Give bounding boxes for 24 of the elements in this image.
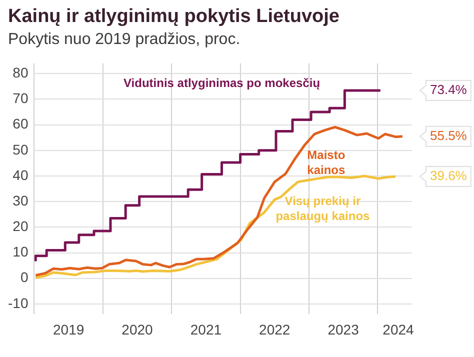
y-tick-label: 40 xyxy=(12,166,28,183)
y-tick-label: 70 xyxy=(12,90,28,106)
text: 39.6% xyxy=(430,168,468,184)
text: 55.5% xyxy=(430,128,468,143)
x-tick-label: 2024 xyxy=(382,321,414,338)
series-label: Visų prekių ir paslaugų kainos xyxy=(276,194,370,223)
y-tick-label: 50 xyxy=(12,141,28,158)
series-label: Vidutinis atlyginimas po mokesčių xyxy=(124,76,320,90)
y-tick-label: 30 xyxy=(12,192,28,208)
y-tick-label: -10 xyxy=(8,294,28,311)
chart-title: Kainų ir atlyginimų pokytis Lietuvoje xyxy=(8,6,340,28)
y-tick-label: 20 xyxy=(12,218,28,234)
y-tick-label: 80 xyxy=(12,64,28,80)
text: 73.4% xyxy=(430,82,468,98)
chart-subtitle: Pokytis nuo 2019 pradžios, proc. xyxy=(8,31,242,49)
x-tick-label: 2022 xyxy=(259,321,290,338)
x-tick-label: 2021 xyxy=(190,321,222,338)
y-tick-label: 60 xyxy=(12,116,28,132)
x-tick-label: 2020 xyxy=(122,321,154,338)
x-tick-label: 2019 xyxy=(53,321,84,338)
y-tick-label: 0 xyxy=(20,269,28,286)
y-tick-label: 10 xyxy=(12,244,28,260)
series-label: Maisto kainos xyxy=(307,148,346,177)
x-tick-label: 2023 xyxy=(328,321,360,338)
